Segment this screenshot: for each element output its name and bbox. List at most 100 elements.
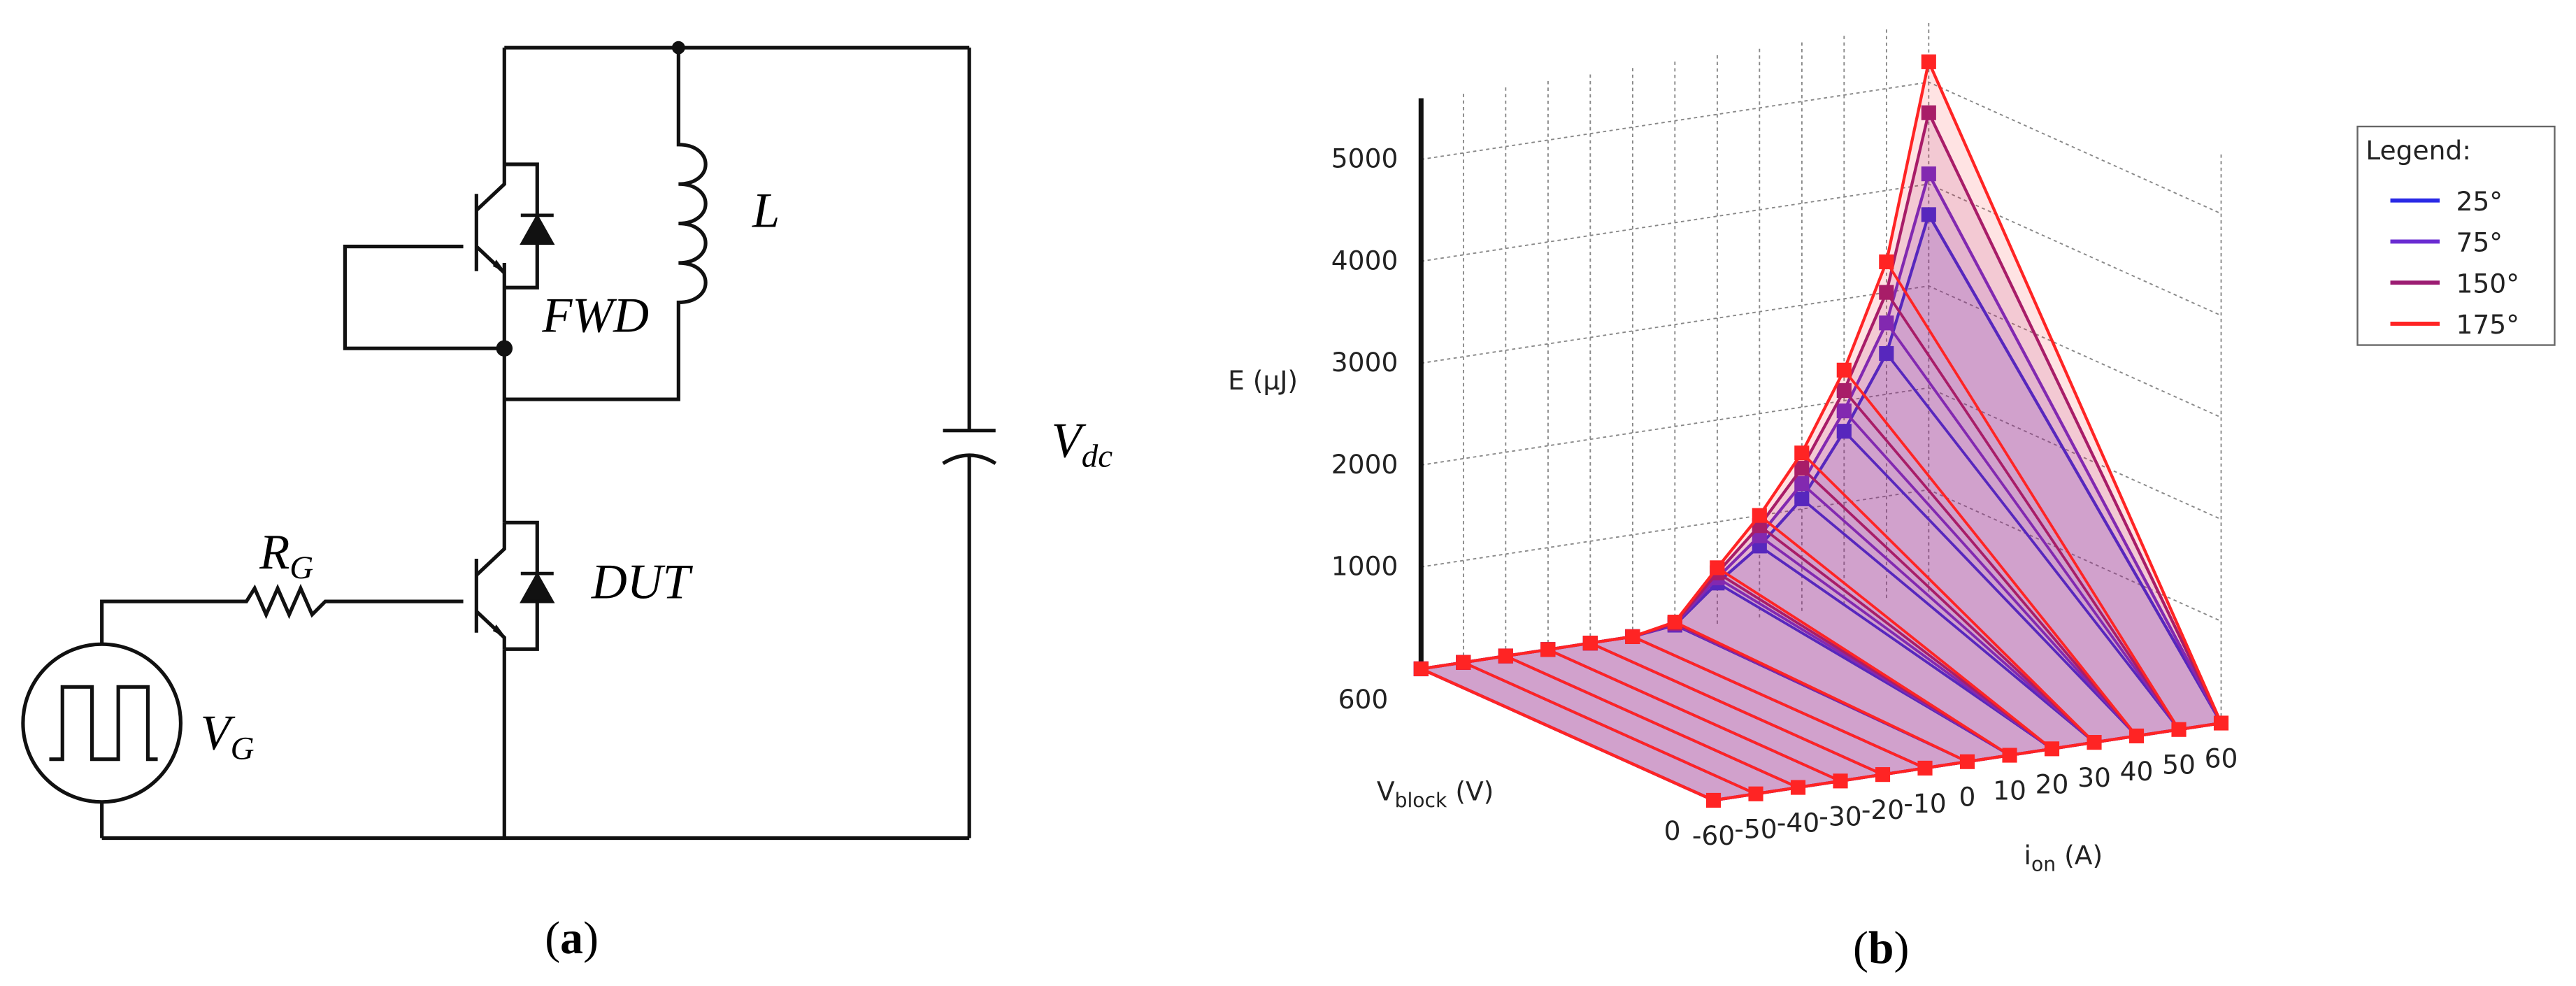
surface (1421, 214, 2221, 801)
marker (1836, 424, 1852, 439)
x-axis-label: ion (A) (2024, 840, 2103, 876)
grid-line (1421, 183, 2221, 317)
paren: ( (545, 913, 560, 964)
mesh-line (1885, 352, 2180, 731)
caption-letter: a (560, 913, 583, 964)
x-tick-label: -40 (1777, 807, 1819, 838)
mesh-line (1801, 498, 2096, 744)
x-tick-label: 40 (2120, 756, 2154, 787)
paren: ( (1853, 922, 1868, 973)
circuit: L FWD DUT RG VG Vdc (a) (21, 41, 1113, 964)
label-vg-main: V (201, 706, 236, 761)
marker (1794, 491, 1810, 506)
mesh-line (1759, 514, 2053, 750)
marker (1921, 105, 1936, 120)
mesh-line (1547, 648, 1841, 783)
x-tick-label: -60 (1692, 820, 1735, 851)
label-vg: VG (201, 706, 255, 767)
x-tick-label: 30 (2077, 762, 2111, 793)
marker (1625, 629, 1640, 645)
mesh-line (1463, 661, 1756, 795)
mesh-line (1632, 635, 1926, 770)
caption-a: (a) (545, 913, 599, 964)
label-rg-main: R (259, 525, 289, 580)
marker (1456, 655, 1471, 670)
marker (1879, 254, 1894, 269)
mesh-line (1801, 467, 2096, 744)
z-tick-label: 1000 (1331, 550, 1398, 581)
marker (1836, 383, 1852, 399)
z-tick-label: 3000 (1331, 347, 1398, 378)
capacitor (942, 48, 997, 838)
edge-marker (1917, 760, 1933, 776)
mesh-line (1589, 641, 1884, 776)
grid-line (1421, 285, 2221, 418)
x-tick-label: 0 (1959, 782, 1976, 813)
marker (1921, 207, 1936, 222)
marker (1540, 642, 1556, 657)
x-tick-label: -10 (1903, 788, 1946, 819)
marker (1879, 315, 1894, 331)
x-tick-label: -30 (1819, 801, 1861, 831)
label-unit: (V) (1447, 776, 1494, 806)
legend-label: 25° (2456, 186, 2503, 217)
label-vg-sub: G (231, 731, 255, 767)
diode (520, 213, 555, 245)
wire (101, 45, 970, 841)
y-tick-label: 0 (1664, 815, 1681, 846)
label-rg: RG (259, 525, 313, 586)
label-vdc-sub: dc (1082, 438, 1112, 474)
mesh-line (1885, 292, 2180, 731)
edge-marker (1705, 792, 1722, 808)
x-tick-label: -50 (1734, 814, 1777, 845)
source (21, 642, 183, 804)
edge-marker (2128, 728, 2145, 743)
edge-marker (2171, 722, 2187, 737)
inductor (504, 48, 708, 401)
mesh-line (1842, 430, 2138, 737)
legend-label: 150° (2456, 268, 2519, 299)
edge-marker (1790, 780, 1806, 795)
edge-marker (2002, 748, 2017, 763)
marker (1794, 461, 1810, 476)
marker (1413, 661, 1429, 677)
grid-line (1421, 81, 2221, 215)
mesh-line (1801, 452, 2096, 744)
grid-line (1421, 387, 2221, 520)
legend-label: 75° (2456, 227, 2503, 258)
arrow (492, 259, 506, 273)
mesh-line (1505, 655, 1799, 789)
legend-label: 175° (2456, 309, 2519, 340)
mesh-line (1674, 620, 1968, 763)
edge-marker (2044, 741, 2060, 757)
paren: ) (583, 913, 599, 964)
z-tick-label: 2000 (1331, 449, 1398, 480)
label-fwd: FWD (541, 289, 649, 343)
label-vdc: Vdc (1052, 413, 1113, 474)
marker (1794, 445, 1810, 461)
z-axis-label: E (μJ) (1228, 365, 1298, 396)
mesh-line (1759, 534, 2053, 750)
edge-marker (1959, 754, 1975, 769)
marker (1752, 508, 1767, 523)
igbt-lower (100, 520, 539, 651)
label-l: L (752, 183, 780, 238)
legend-title: Legend: (2366, 135, 2471, 166)
x-tick-label: -20 (1861, 794, 1904, 825)
marker (1879, 285, 1894, 300)
edge-marker (1748, 786, 1763, 801)
marker (1710, 560, 1725, 576)
mesh-line (1842, 369, 2138, 737)
marker (1667, 614, 1682, 630)
caption-b: (b) (1853, 922, 1909, 973)
surface (1421, 62, 2221, 801)
edge-marker (1875, 767, 1891, 783)
label-main: V (1377, 776, 1395, 806)
legend-box (2356, 125, 2556, 346)
label-rg-sub: G (289, 550, 313, 586)
x-tick-label: 60 (2205, 743, 2238, 773)
label-main: i (2024, 840, 2031, 871)
